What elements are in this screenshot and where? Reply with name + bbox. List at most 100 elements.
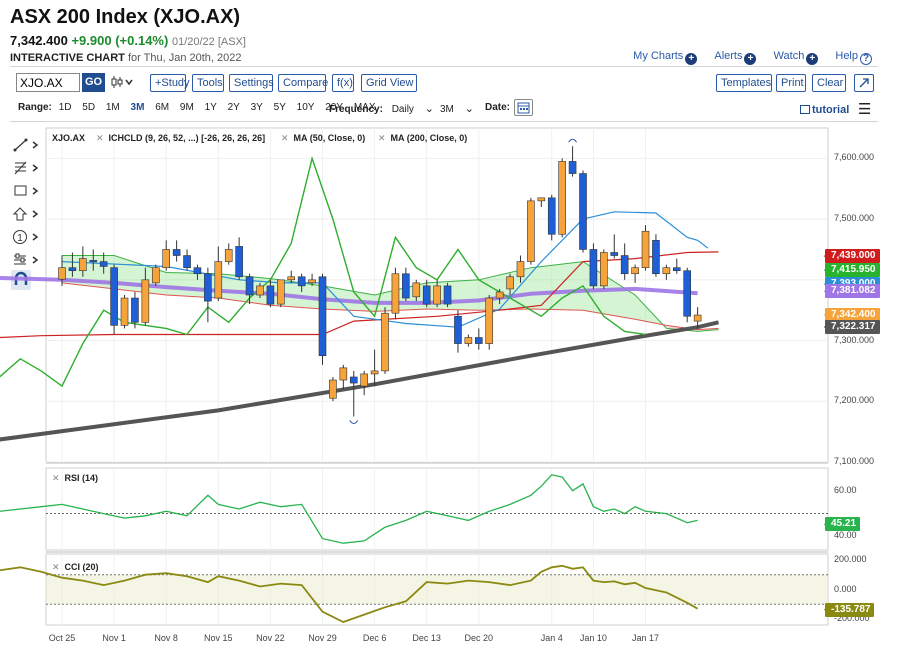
chevron-down-icon: ⌄ — [464, 103, 474, 115]
candle-down — [172, 249, 181, 256]
fibonacci-tool[interactable] — [12, 160, 42, 178]
range-3y[interactable]: 3Y — [250, 102, 263, 113]
rsi-line — [0, 474, 698, 544]
close-icon[interactable]: ✕ — [378, 133, 386, 143]
candle-up — [558, 161, 566, 235]
candle-down — [245, 276, 254, 296]
legend-ma200[interactable]: ✕ MA (200, Close, 0) — [378, 133, 468, 143]
calendar-icon — [517, 102, 530, 114]
settings-tool[interactable] — [12, 252, 42, 270]
fx-button[interactable]: f(x) — [332, 74, 354, 92]
expand-button[interactable] — [854, 74, 874, 92]
candle-down — [474, 337, 483, 344]
candle-up — [360, 373, 368, 387]
candle-up — [381, 312, 389, 372]
candle-up — [600, 252, 608, 287]
candle-down — [235, 246, 243, 278]
frequency-label: Frequency: — [329, 104, 383, 115]
clear-button[interactable]: Clear — [812, 74, 846, 92]
cci-tick-label: 200.000 — [834, 553, 867, 564]
range-20y[interactable]: 20Y — [325, 102, 344, 113]
range-2y[interactable]: 2Y — [227, 102, 240, 113]
my-charts-link[interactable]: My Charts + — [633, 50, 698, 65]
rectangle-tool[interactable] — [12, 183, 42, 201]
range-label: Range: — [18, 102, 52, 113]
candle-down — [89, 260, 98, 263]
watch-link[interactable]: Watch + — [774, 50, 819, 65]
range-1y[interactable]: 1Y — [204, 102, 217, 113]
range-max[interactable]: MAX — [353, 102, 376, 113]
x-tick-label: Dec 20 — [464, 633, 494, 643]
close-icon[interactable]: ✕ — [52, 473, 60, 483]
frequency-value: Daily — [391, 104, 414, 115]
senkou-span-b-line — [61, 282, 719, 331]
close-icon[interactable]: ✕ — [52, 562, 60, 572]
hamburger-menu-icon[interactable]: ☰ — [858, 101, 872, 118]
symbol-input[interactable] — [16, 73, 80, 92]
candle-down — [568, 161, 577, 174]
quote-date: 01/20/22 [ASX] — [171, 36, 246, 48]
cloud-bearish — [666, 325, 719, 332]
settings-button[interactable]: Settings — [229, 74, 274, 92]
line-tool[interactable] — [12, 137, 42, 155]
range-selector: Range: 1D 5D 1M 3M 6M 9M 1Y 2Y 3Y 5Y 10Y… — [18, 102, 383, 113]
candle-up — [287, 276, 296, 281]
cci-tick-label: -200.000 — [834, 613, 870, 624]
templates-button[interactable]: Templates — [716, 74, 772, 92]
range-6m[interactable]: 6M — [155, 102, 170, 113]
alerts-link[interactable]: Alerts + — [714, 50, 757, 65]
rsi-panel-title: ✕ RSI (14) — [52, 473, 99, 483]
go-button[interactable]: GO — [82, 73, 105, 92]
grid-view-button[interactable]: Grid View — [361, 74, 417, 92]
cci-band — [46, 574, 828, 605]
annotation-tool[interactable]: 1 — [12, 229, 42, 247]
candle-down — [68, 267, 77, 272]
interval-selector[interactable]: 3M ⌄ — [440, 102, 474, 115]
candle-up — [162, 249, 170, 268]
range-5d[interactable]: 5D — [82, 102, 96, 113]
candle-up — [631, 267, 639, 275]
candle-down — [349, 376, 358, 384]
study-button[interactable]: +Study — [150, 74, 190, 92]
tutorial-link[interactable]: tutorial — [800, 104, 849, 116]
chart-type-dropdown[interactable] — [111, 75, 137, 92]
rsi-tick-label: 40.00 — [834, 530, 857, 541]
question-icon: ? — [860, 53, 872, 65]
x-tick-label: Nov 8 — [154, 633, 178, 643]
candle-up — [277, 279, 285, 305]
help-link[interactable]: Help? — [835, 50, 872, 65]
print-button[interactable]: Print — [776, 74, 806, 92]
cci-panel-title: ✕ CCI (20) — [52, 562, 99, 572]
cci-tick-label: 0.000 — [834, 583, 857, 594]
tools-button[interactable]: Tools — [192, 74, 224, 92]
candle-down — [589, 249, 598, 287]
range-10y[interactable]: 10Y — [296, 102, 315, 113]
candle-up — [464, 337, 473, 344]
candle-down — [547, 197, 556, 235]
expand-icon — [859, 78, 869, 88]
close-icon[interactable]: ✕ — [281, 133, 289, 143]
y-tick-label: 7,200.000 — [834, 395, 875, 406]
chart-date-label: for Thu, Jan 20th, 2022 — [127, 52, 242, 64]
range-5y[interactable]: 5Y — [273, 102, 286, 113]
date-picker-button[interactable] — [514, 99, 533, 116]
frequency-selector[interactable]: Frequency: Daily ⌄ — [329, 102, 434, 115]
price-tag: 7,415.950 — [825, 263, 880, 278]
range-9m[interactable]: 9M — [179, 102, 194, 113]
legend-ichimoku[interactable]: ✕ ICHCLD (9, 26, 52, ...) [-26, 26, 26, 2… — [96, 133, 266, 143]
arrow-tool[interactable] — [12, 206, 42, 224]
legend-ma50[interactable]: ✕ MA (50, Close, 0) — [281, 133, 366, 143]
candle-down — [266, 285, 275, 305]
candle-up — [370, 370, 379, 375]
compare-button[interactable]: Compare — [278, 74, 328, 92]
plus-icon: + — [744, 53, 757, 65]
close-icon[interactable]: ✕ — [96, 133, 104, 143]
candle-up — [214, 261, 223, 299]
range-1d[interactable]: 1D — [58, 102, 72, 113]
candle-up — [308, 279, 316, 284]
quote-line: 7,342.400 +9.900 (+0.14%) 01/20/22 [ASX] — [10, 33, 246, 48]
range-1m[interactable]: 1M — [105, 102, 120, 113]
x-tick-label: Jan 17 — [632, 633, 660, 643]
range-3m[interactable]: 3M — [130, 102, 145, 113]
